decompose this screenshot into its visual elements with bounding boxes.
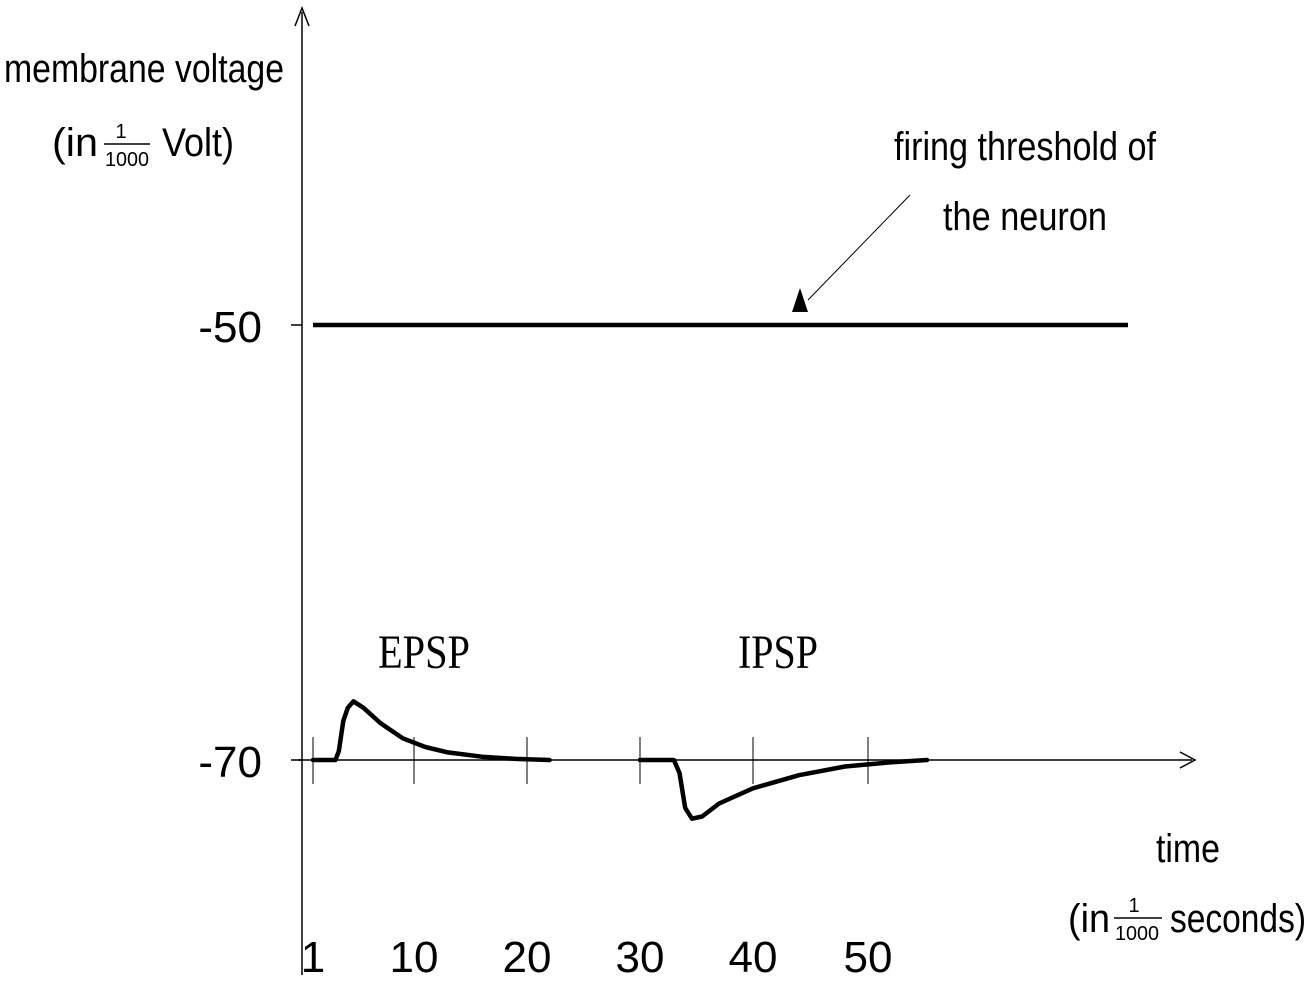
y-axis-label-line1: membrane voltage [4,47,284,91]
x-tick-label: 50 [844,933,893,982]
x-tick-label: 10 [390,933,439,982]
x-axis-label-frac-den: 1000 [1115,923,1159,945]
threshold-pointer-arrowhead [792,288,808,312]
x-tick-label: 20 [503,933,552,982]
threshold-label-line2: the neuron [943,195,1107,239]
series-label-ipsp: IPSP [738,626,818,679]
y-axis-label-prefix: (in [52,121,98,165]
threshold-pointer-line [807,194,911,301]
y-tick-label: -50 [198,303,262,352]
x-axis-label-suffix: seconds) [1170,897,1306,941]
series-label-epsp: EPSP [378,626,470,679]
series-line-epsp [310,699,552,763]
x-axis-arrow [1179,751,1197,769]
x-tick-label: 40 [729,933,778,982]
x-tick-label: 1 [301,933,325,982]
threshold-label-line1: firing threshold of [894,125,1157,169]
series-line-ipsp [637,757,930,821]
x-tick-label: 30 [616,933,665,982]
x-axis-label-line1: time [1156,827,1220,871]
y-axis-label-suffix: Volt) [162,121,234,165]
x-axis-label-frac-num: 1 [1128,895,1139,917]
y-axis-label-frac-num: 1 [115,121,126,143]
x-axis-label-prefix: (in [1068,897,1110,941]
y-axis-arrow [294,5,310,27]
y-axis-label-frac-den: 1000 [105,149,149,171]
y-tick-label: -70 [198,738,262,787]
